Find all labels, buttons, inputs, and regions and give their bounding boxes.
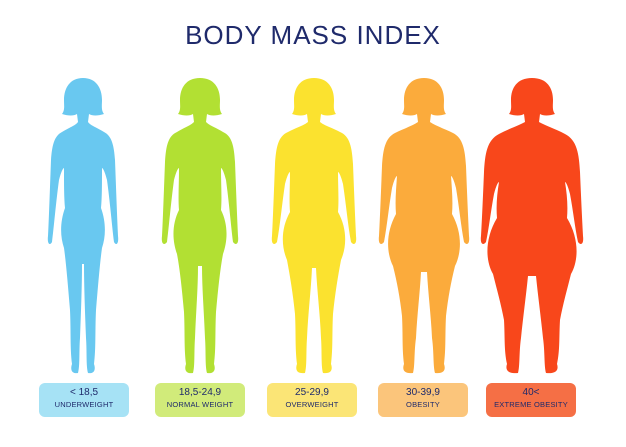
overweight-silhouette <box>266 76 362 376</box>
bmi-category: OVERWEIGHT <box>285 400 339 409</box>
normal-weight-badge: 18,5-24,9 NORMAL WEIGHT <box>155 383 245 417</box>
bmi-range: 25-29,9 <box>295 387 329 398</box>
page-title: BODY MASS INDEX <box>185 20 441 50</box>
underweight-badge: < 18,5 UNDERWEIGHT <box>39 383 129 417</box>
underweight-silhouette <box>42 76 124 376</box>
extreme-obesity-silhouette <box>477 76 587 376</box>
bmi-category: OBESITY <box>406 400 440 409</box>
bmi-category: NORMAL WEIGHT <box>166 400 234 409</box>
overweight-badge: 25-29,9 OVERWEIGHT <box>267 383 357 417</box>
normal-weight-silhouette <box>156 76 244 376</box>
obesity-badge: 30-39,9 OBESITY <box>378 383 468 417</box>
obesity-silhouette <box>374 76 474 376</box>
bmi-range: 18,5-24,9 <box>178 387 222 398</box>
extreme-obesity-badge: 40< EXTREME OBESITY <box>486 383 576 417</box>
bmi-range: 40< <box>522 387 540 398</box>
bmi-category: UNDERWEIGHT <box>54 400 114 409</box>
bmi-range: 30-39,9 <box>406 387 440 398</box>
bmi-range: < 18,5 <box>69 387 99 398</box>
bmi-category: EXTREME OBESITY <box>494 400 568 409</box>
